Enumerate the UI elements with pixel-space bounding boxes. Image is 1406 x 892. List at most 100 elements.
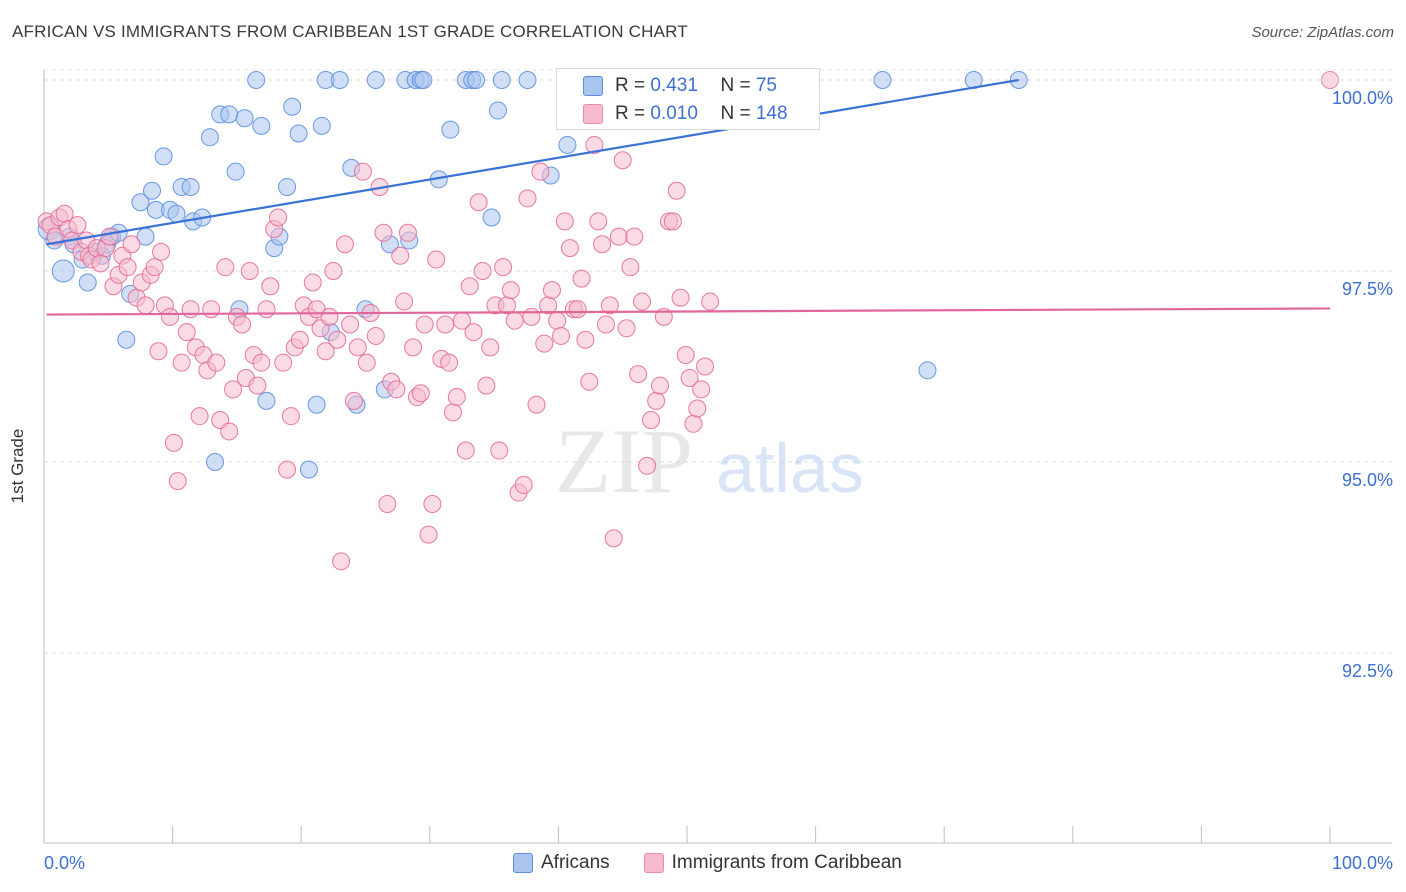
data-point — [696, 357, 715, 376]
data-point — [161, 307, 180, 326]
data-point — [252, 353, 271, 372]
data-point — [589, 212, 608, 231]
data-point — [494, 258, 513, 277]
data-point — [224, 380, 243, 399]
data-point — [248, 376, 267, 395]
data-point — [419, 525, 438, 544]
data-point — [391, 246, 410, 265]
watermark: ZIP atlas — [555, 410, 864, 512]
data-point — [269, 208, 288, 227]
data-point — [604, 529, 623, 548]
data-point — [131, 193, 150, 212]
data-point — [395, 292, 414, 311]
data-point — [585, 135, 604, 154]
data-point — [91, 254, 110, 273]
stats-r-value-africans: 0.431 — [650, 75, 698, 96]
data-point — [202, 300, 221, 319]
data-point — [638, 456, 657, 475]
data-point — [316, 342, 335, 361]
data-point — [473, 262, 492, 280]
gridlines — [44, 69, 1392, 654]
data-point — [247, 71, 266, 89]
data-point — [172, 353, 191, 372]
legend: Africans Immigrants from Caribbean — [513, 852, 902, 874]
data-point — [632, 292, 651, 311]
data-point — [220, 422, 239, 441]
data-point — [414, 71, 433, 89]
data-point — [701, 292, 720, 311]
data-point — [190, 407, 209, 426]
data-point — [460, 277, 479, 296]
stats-swatch-africans — [583, 76, 603, 96]
data-point — [692, 380, 711, 399]
data-point — [328, 330, 347, 349]
data-point — [684, 414, 703, 433]
data-point — [330, 71, 349, 89]
data-point — [580, 372, 599, 391]
data-point — [663, 212, 682, 231]
axes — [43, 70, 1392, 844]
data-point — [136, 296, 155, 315]
data-point — [676, 346, 695, 365]
tick-labels: 100.0% 97.5% 95.0% 92.5% 0.0% 100.0% — [44, 88, 1393, 873]
data-point — [671, 288, 690, 307]
data-point — [278, 460, 297, 479]
points-layer — [37, 71, 1339, 571]
data-point — [490, 441, 509, 460]
stats-n-label: N = — [720, 103, 756, 124]
series-africans — [37, 71, 1028, 479]
y-tick-label: 92.5% — [1342, 661, 1393, 681]
data-point — [226, 162, 245, 181]
data-point — [522, 307, 541, 326]
data-point — [320, 307, 339, 326]
data-point — [423, 495, 442, 514]
trend-line-africans — [46, 78, 1019, 246]
data-point — [149, 342, 168, 361]
stats-n-value-africans: 75 — [755, 75, 777, 96]
data-point — [283, 97, 302, 116]
data-point — [100, 227, 119, 246]
data-point — [299, 460, 318, 479]
x-tick-label: 100.0% — [1332, 853, 1393, 873]
trend-lines — [46, 78, 1331, 316]
data-point — [289, 124, 308, 143]
data-point — [469, 193, 488, 212]
data-point — [477, 376, 496, 395]
y-axis-label: 1st Grade — [8, 428, 27, 504]
data-point — [366, 326, 385, 345]
data-point — [609, 227, 628, 246]
data-point — [518, 189, 537, 208]
data-point — [441, 120, 460, 139]
data-point — [873, 71, 892, 89]
watermark-atlas: atlas — [716, 429, 864, 507]
data-point — [443, 403, 462, 422]
watermark-zip: ZIP — [555, 410, 693, 512]
data-point — [341, 315, 360, 334]
x-tick-label: 0.0% — [44, 853, 85, 873]
data-point — [531, 162, 550, 181]
data-point — [387, 380, 406, 399]
data-point — [303, 273, 322, 292]
data-point — [629, 365, 648, 384]
data-point — [568, 300, 587, 319]
data-point — [535, 334, 554, 353]
data-point — [257, 300, 276, 319]
data-point — [164, 433, 183, 452]
data-point — [621, 258, 640, 277]
data-point — [335, 235, 354, 254]
legend-swatch-caribbean — [643, 853, 664, 873]
stats-n-value-caribbean: 148 — [755, 103, 788, 124]
stats-r-value-caribbean: 0.010 — [650, 103, 698, 124]
data-point — [181, 300, 200, 319]
data-point — [154, 147, 173, 166]
data-point — [427, 250, 446, 269]
data-point — [440, 353, 459, 372]
data-point — [152, 242, 171, 261]
data-point — [78, 273, 97, 292]
data-point — [233, 315, 252, 334]
data-point — [492, 71, 511, 89]
data-point — [576, 330, 595, 349]
data-point — [467, 71, 486, 89]
stats-r-label: R = — [615, 75, 651, 96]
data-point — [404, 338, 423, 357]
